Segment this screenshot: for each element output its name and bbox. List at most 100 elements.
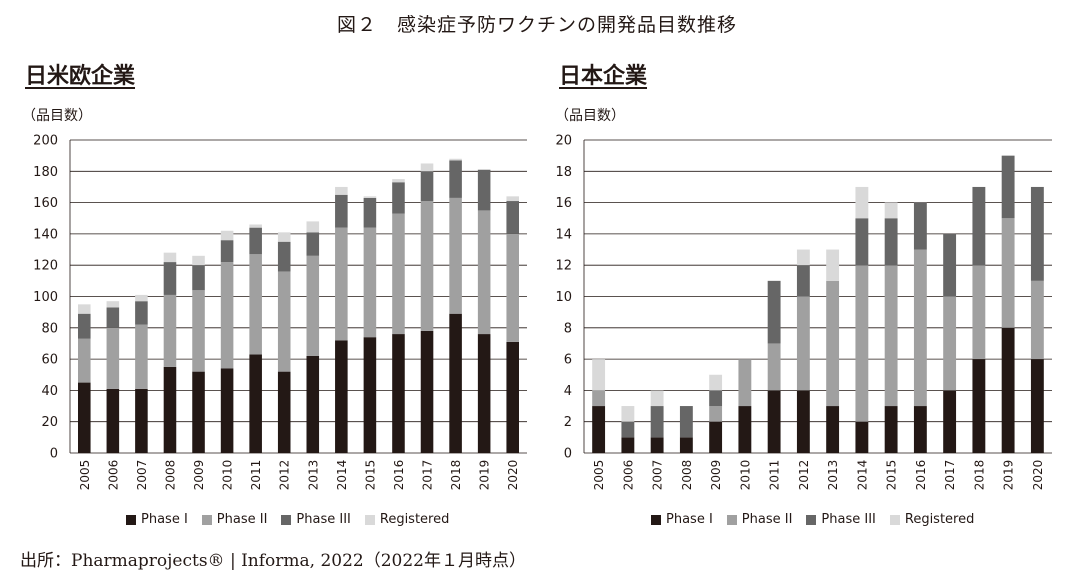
bar-segment-phase2 <box>220 262 234 369</box>
x-tick-label: 2009 <box>709 460 723 491</box>
bar-segment-phase1 <box>335 340 348 453</box>
legend-swatch <box>726 514 737 525</box>
legend-item-phase1: Phase I <box>126 512 188 527</box>
bar-segment-phase3 <box>220 240 234 263</box>
figure-title: 図２ 感染症予防ワクチンの開発品目数推移 <box>336 14 737 36</box>
bar-segment-registered <box>135 294 148 302</box>
bar-chart: 0 20 40 60 80 100 120 140 160 180 200 2005 2006 2007 2… <box>33 134 527 491</box>
x-tick-label: 2014 <box>335 460 349 491</box>
x-tick-label: 2012 <box>797 460 811 491</box>
bar-segment-registered <box>826 249 840 281</box>
bar-segment-phase1 <box>392 334 405 453</box>
bar-segment-phase1 <box>477 334 491 453</box>
legend-label: Phase I <box>666 512 713 527</box>
bar-segment-phase2 <box>335 227 348 341</box>
bar-segment-registered <box>506 196 520 202</box>
x-tick-label: 2009 <box>192 460 206 491</box>
bar-segment-phase1 <box>709 421 723 453</box>
bar-segment-registered <box>277 232 291 242</box>
legend-item-phase1: Phase I <box>651 512 713 527</box>
bar-segment-phase1 <box>592 406 606 453</box>
x-tick-label: 2014 <box>855 460 869 491</box>
bar-segment-phase3 <box>972 186 986 266</box>
x-tick-label: 2016 <box>914 460 928 491</box>
x-tick-label: 2006 <box>106 460 120 491</box>
x-tick-label: 2008 <box>163 460 177 491</box>
bar-segment-phase1 <box>220 368 234 453</box>
y-tick-label: 20 <box>41 415 58 430</box>
bar-chart: 0 2 4 6 8 10 12 14 16 18 20 2005 2006 2007 2008 2009 201… <box>555 134 1052 491</box>
bar-segment-phase3 <box>1030 186 1044 281</box>
bar-segment-phase1 <box>855 421 869 453</box>
x-tick-label: 2013 <box>826 460 840 491</box>
y-tick-label: 0 <box>564 447 572 462</box>
y-tick-label: 6 <box>564 353 572 368</box>
y-axis-unit-label: （品目数） <box>555 108 625 124</box>
bar-segment-phase2 <box>592 390 606 407</box>
bar-segment-registered <box>106 301 120 308</box>
legend-item-registered: Registered <box>889 512 975 527</box>
x-tick-label: 2020 <box>1031 460 1045 491</box>
bar-segment-phase3 <box>709 390 723 407</box>
bar-segment-phase3 <box>335 194 348 228</box>
bar-segment-phase1 <box>679 437 693 453</box>
bar-segment-phase2 <box>163 294 177 367</box>
bar-segment-phase2 <box>826 280 840 407</box>
legend-label: Phase III <box>296 512 351 527</box>
y-tick-label: 2 <box>564 415 572 430</box>
legend: Phase I Phase II Phase III Registered <box>126 512 449 527</box>
bar-segment-phase3 <box>163 262 177 295</box>
legend-swatch <box>281 514 292 525</box>
bar-segment-phase1 <box>249 354 262 453</box>
legend-label: Registered <box>904 512 975 527</box>
bar-segment-registered <box>392 179 405 183</box>
bar-segment-phase2 <box>477 210 491 335</box>
bar-segment-phase2 <box>277 271 291 372</box>
x-tick-label: 2011 <box>249 460 263 491</box>
legend-swatch <box>364 514 375 525</box>
bar-segment-phase3 <box>767 280 781 344</box>
bar-segment-phase2 <box>884 265 898 407</box>
bar-segment-phase3 <box>477 169 491 211</box>
bar-segment-phase3 <box>420 171 434 202</box>
bar-segment-registered <box>163 252 177 263</box>
bar-segment-phase1 <box>972 359 986 453</box>
bar-segment-phase1 <box>449 313 462 453</box>
x-tick-label: 2013 <box>306 460 320 491</box>
x-tick-label: 2010 <box>738 460 752 491</box>
bar-segment-registered <box>335 186 348 195</box>
bar-segment-registered <box>192 255 205 266</box>
x-tick-label: 2016 <box>392 460 406 491</box>
bar-segment-phase2 <box>913 249 927 407</box>
x-tick-label: 2012 <box>278 460 292 491</box>
y-tick-label: 16 <box>555 196 572 211</box>
x-tick-label: 2018 <box>449 460 463 491</box>
bar-segment-phase3 <box>679 406 693 438</box>
bar-segment-phase3 <box>913 202 927 250</box>
bar-segment-phase2 <box>135 324 148 389</box>
x-tick-label: 2015 <box>363 460 377 491</box>
legend-item-phase2: Phase II <box>201 512 267 527</box>
bar-segment-phase1 <box>277 371 291 453</box>
bar-segment-phase3 <box>1001 155 1015 219</box>
bar-segment-phase1 <box>943 390 957 453</box>
bar-segment-phase3 <box>135 301 148 325</box>
bar-segment-registered <box>650 390 664 407</box>
y-tick-label: 140 <box>33 227 58 242</box>
y-tick-label: 14 <box>555 227 572 242</box>
x-tick-label: 2005 <box>78 460 92 491</box>
bar-segment-phase2 <box>392 213 405 335</box>
x-tick-label: 2011 <box>768 460 782 491</box>
bar-segment-registered <box>709 374 723 391</box>
legend-swatch <box>806 514 817 525</box>
bar-segment-registered <box>306 221 320 233</box>
bar-segment-registered <box>592 359 606 391</box>
legend-swatch <box>651 514 661 525</box>
bar-segment-phase1 <box>884 406 898 453</box>
y-tick-label: 10 <box>555 290 572 305</box>
x-tick-label: 2019 <box>1002 460 1016 491</box>
bar-segment-phase3 <box>506 201 520 234</box>
legend-swatch <box>889 514 900 525</box>
x-tick-label: 2006 <box>621 460 635 491</box>
legend-item-registered: Registered <box>364 512 449 527</box>
